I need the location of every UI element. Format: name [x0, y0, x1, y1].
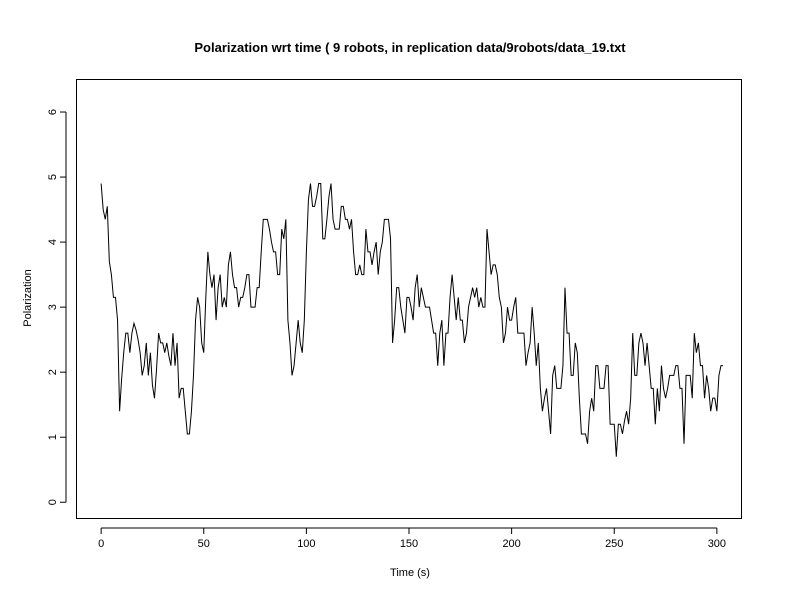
x-axis: 0 50 100 150 200 250 300	[98, 527, 726, 550]
y-tick-label: 6	[47, 109, 59, 115]
x-axis-label: Time (s)	[390, 567, 430, 579]
plot-area-frame	[76, 79, 742, 519]
chart-title: Polarization wrt time ( 9 robots, in rep…	[194, 40, 626, 55]
y-tick-label: 0	[47, 499, 59, 505]
x-tick-label: 300	[708, 538, 726, 550]
x-tick-label: 200	[502, 538, 520, 550]
series-line-polarization	[100, 183, 724, 457]
y-axis-label: Polarization	[22, 269, 34, 326]
y-axis: 0 1 2 3 4 5 6	[47, 109, 67, 505]
y-tick-label: 2	[47, 369, 59, 375]
x-tick-label: 50	[198, 538, 210, 550]
x-tick-label: 150	[400, 538, 418, 550]
y-tick-label: 1	[47, 434, 59, 440]
series-group	[100, 183, 724, 457]
y-tick-label: 3	[47, 304, 59, 310]
y-tick-label: 5	[47, 174, 59, 180]
y-tick-label: 4	[47, 239, 59, 245]
x-tick-label: 0	[98, 538, 104, 550]
x-tick-label: 100	[297, 538, 315, 550]
x-tick-label: 250	[605, 538, 623, 550]
